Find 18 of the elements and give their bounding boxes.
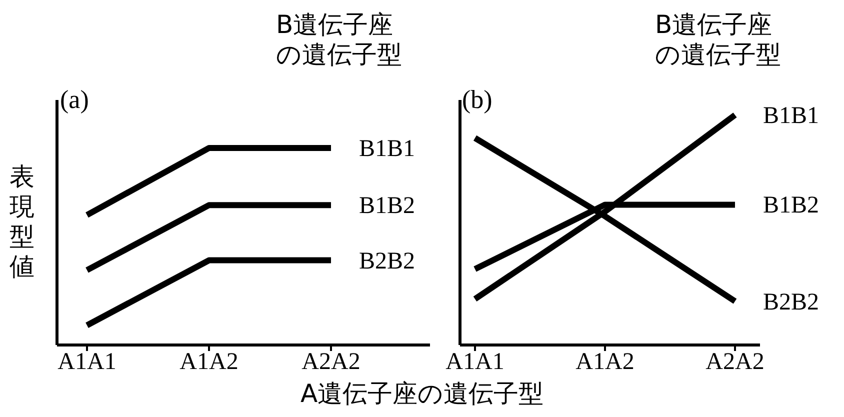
- series-label: B1B2: [763, 192, 820, 219]
- chart-title: (a): [60, 85, 89, 114]
- series-label: B1B1: [763, 103, 820, 129]
- x-axis-title: A遺伝子座の遺伝子型: [299, 378, 545, 410]
- x-tick-label: A2A2: [302, 349, 360, 375]
- x-tick-label: A2A2: [706, 349, 764, 375]
- series-label: B1B1: [359, 136, 416, 162]
- x-tick-label: A1A2: [180, 349, 238, 375]
- y-axis-title: 表現型値: [8, 162, 36, 282]
- legend-title: B遺伝子座の遺伝子型: [276, 10, 403, 70]
- x-tick-label: A1A1: [58, 349, 116, 375]
- legend-title: B遺伝子座の遺伝子型: [655, 10, 782, 70]
- series-label: B2B2: [763, 289, 820, 316]
- series-label: B1B2: [359, 193, 416, 220]
- x-tick-label: A1A1: [446, 349, 504, 375]
- x-tick-label: A1A2: [576, 349, 634, 375]
- chart-title: (b): [462, 85, 492, 114]
- series-label: B2B2: [359, 248, 416, 274]
